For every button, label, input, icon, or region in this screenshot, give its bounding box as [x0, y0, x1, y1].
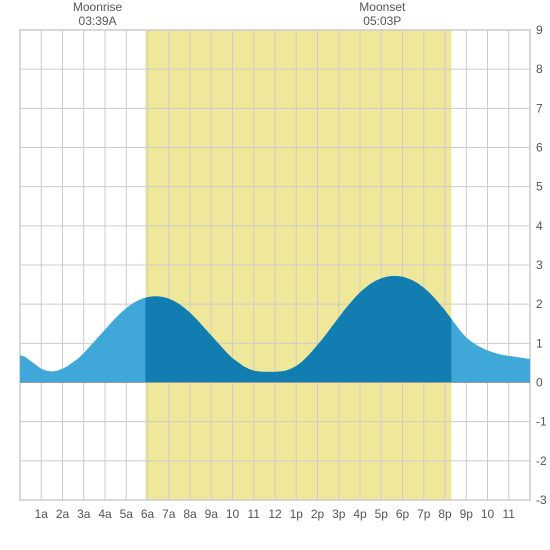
x-tick-label: 5a [120, 507, 134, 521]
y-tick-label: 0 [536, 376, 543, 390]
y-tick-label: -3 [536, 493, 547, 507]
x-tick-label: 1p [290, 507, 304, 521]
moonset-time: 05:03P [342, 14, 422, 28]
tide-chart: Moonrise 03:39A Moonset 05:03P -3-2-1012… [0, 0, 550, 550]
chart-svg: -3-2-101234567891a2a3a4a5a6a7a8a9a101112… [0, 0, 550, 550]
x-tick-label: 2a [56, 507, 70, 521]
x-tick-label: 4a [98, 507, 112, 521]
moonrise-title: Moonrise [58, 0, 138, 14]
x-tick-label: 7a [162, 507, 176, 521]
x-tick-label: 7p [417, 507, 431, 521]
y-tick-label: -1 [536, 415, 547, 429]
y-tick-label: 2 [536, 297, 543, 311]
x-tick-label: 5p [375, 507, 389, 521]
moonset-title: Moonset [342, 0, 422, 14]
x-tick-label: 8p [438, 507, 452, 521]
x-tick-label: 4p [353, 507, 367, 521]
x-tick-label: 6p [396, 507, 410, 521]
x-tick-label: 12 [268, 507, 282, 521]
x-tick-label: 9a [205, 507, 219, 521]
x-tick-label: 8a [183, 507, 197, 521]
x-tick-label: 11 [248, 507, 261, 521]
x-tick-label: 10 [226, 507, 240, 521]
y-tick-label: 1 [536, 336, 543, 350]
y-tick-label: 3 [536, 258, 543, 272]
x-tick-label: 10 [481, 507, 495, 521]
x-tick-label: 9p [460, 507, 474, 521]
moonrise-time: 03:39A [58, 14, 138, 28]
y-tick-label: 8 [536, 62, 543, 76]
y-tick-label: 6 [536, 141, 543, 155]
x-tick-label: 6a [141, 507, 155, 521]
y-tick-label: -2 [536, 454, 547, 468]
moonset-label: Moonset 05:03P [342, 0, 422, 29]
x-tick-label: 3p [332, 507, 346, 521]
x-tick-label: 3a [77, 507, 91, 521]
y-tick-label: 9 [536, 23, 543, 37]
y-tick-label: 7 [536, 101, 543, 115]
moonrise-label: Moonrise 03:39A [58, 0, 138, 29]
x-tick-label: 1a [35, 507, 49, 521]
x-tick-label: 2p [311, 507, 325, 521]
x-tick-label: 11 [503, 507, 516, 521]
y-tick-label: 5 [536, 180, 543, 194]
y-tick-label: 4 [536, 219, 543, 233]
